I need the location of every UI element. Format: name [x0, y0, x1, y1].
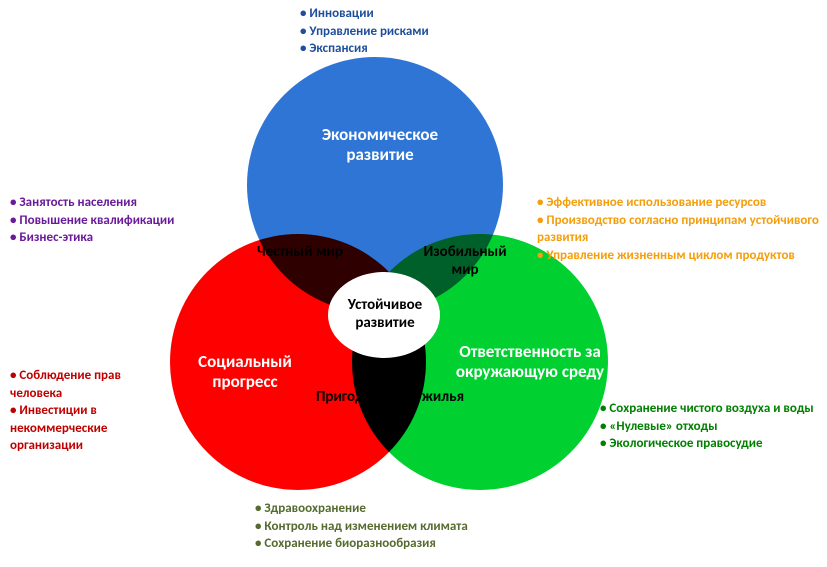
bullets-top-left-ethics: Занятость населения Повышение квалификац…: [10, 194, 174, 247]
bullet-item: Эффективное использование ресурсов: [537, 194, 827, 212]
venn-diagram: Экономическое развитие Социальный прогре…: [0, 0, 827, 567]
bullet-item: Занятость населения: [10, 194, 174, 212]
bullet-item: Сохранение биоразнообразия: [255, 535, 468, 553]
bullet-item: «Нулевые» отходы: [600, 418, 825, 436]
bullet-item: Повышение квалификации: [10, 212, 174, 230]
bullet-item: Инновации: [300, 5, 429, 23]
bullet-item: Здравоохранение: [255, 500, 468, 518]
bullet-item: Экологическое правосудие: [600, 435, 825, 453]
bullet-item: Сохранение чистого воздуха и воды: [600, 400, 825, 418]
bullets-top-economic: Инновации Управление рисками Экспансия: [300, 5, 429, 58]
bullet-item: Управление жизненным циклом продуктов: [537, 247, 827, 265]
bullets-bottom-livable: Здравоохранение Контроль над изменением …: [255, 500, 468, 553]
bullet-item: Бизнес-этика: [10, 229, 174, 247]
bullet-item: Экспансия: [300, 40, 429, 58]
bullet-item: Производство согласно принципам устойчив…: [537, 212, 827, 247]
bullet-item: Управление рисками: [300, 23, 429, 41]
bullets-left-social: Соблюдение прав человека Инвестиции в не…: [10, 367, 170, 455]
bullet-item: Соблюдение прав человека: [10, 367, 170, 402]
bullet-item: Инвестиции в некоммерческие организации: [10, 402, 170, 455]
center-background: [328, 272, 440, 358]
bullet-item: Контроль над изменением климата: [255, 518, 468, 536]
bullets-top-right-resources: Эффективное использование ресурсов Произ…: [537, 194, 827, 264]
bullets-right-environment: Сохранение чистого воздуха и воды «Нулев…: [600, 400, 825, 453]
